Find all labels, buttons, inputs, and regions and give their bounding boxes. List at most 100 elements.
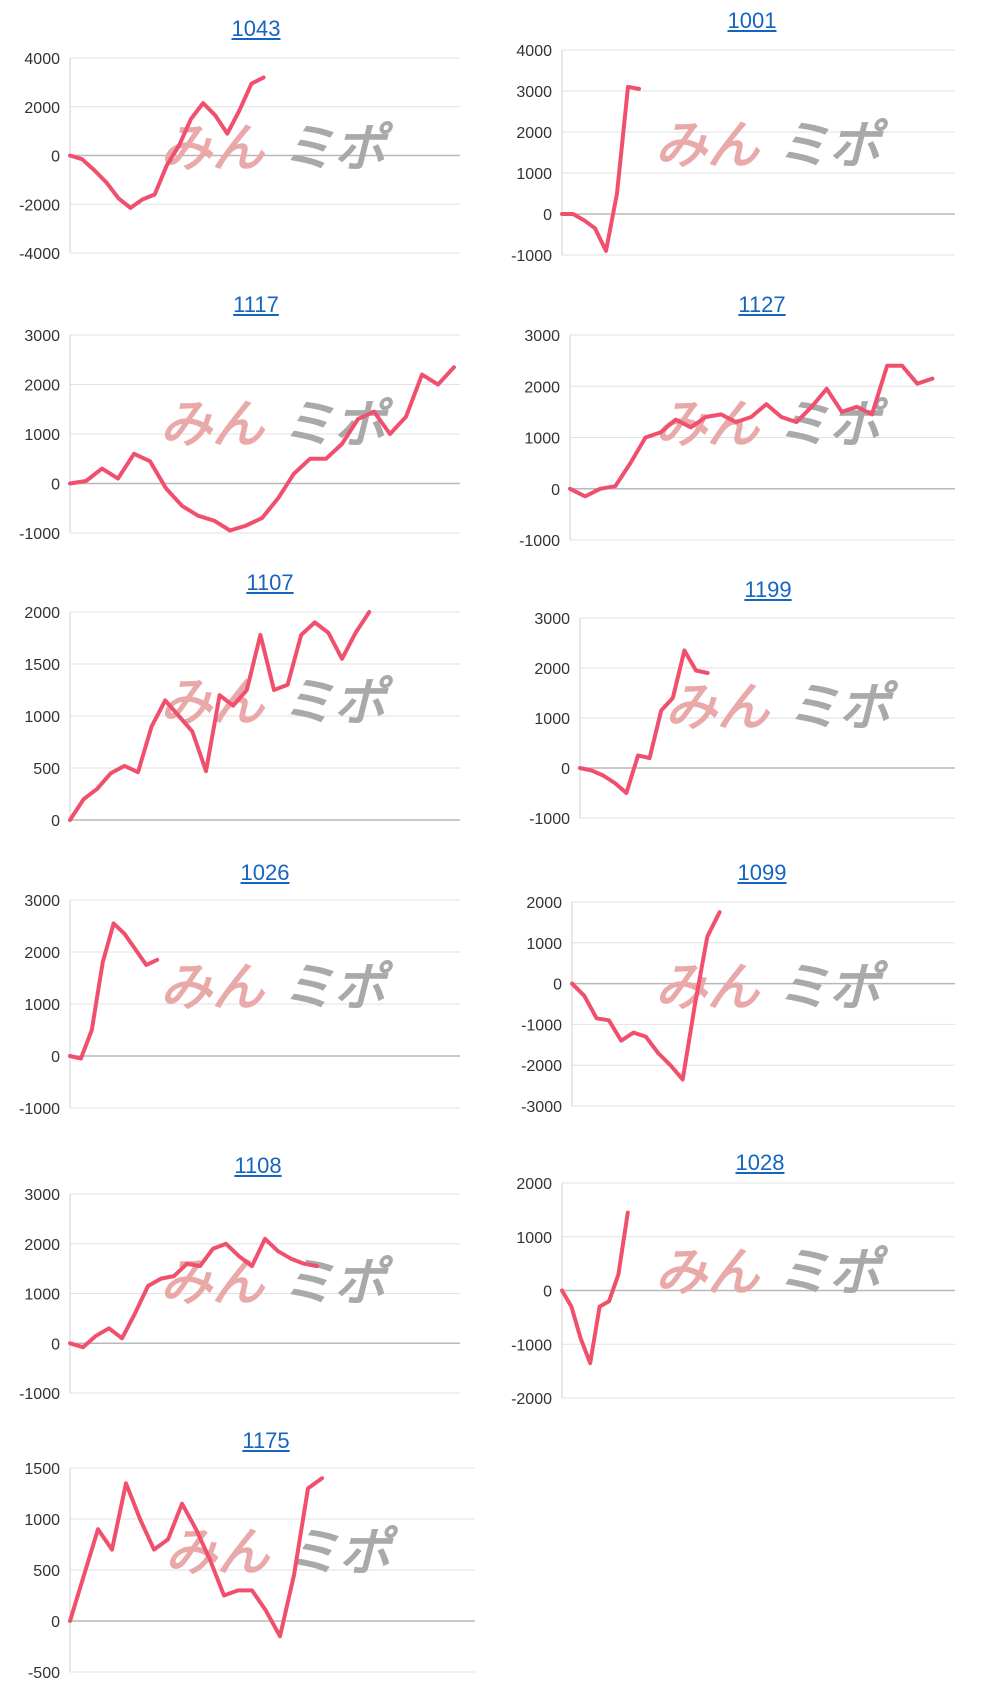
series-line [568, 363, 935, 499]
watermark-part2: ミポ [282, 673, 394, 733]
y-tick-label: 2000 [24, 378, 60, 395]
watermark-part1: みん [160, 958, 266, 1018]
y-tick-label: 0 [51, 149, 60, 166]
watermark-logo: みん ミポ [160, 673, 394, 733]
chart-1199: 3000 2000 1000 0 -1000 みん ミポ [529, 611, 955, 828]
watermark-logo: みん ミポ [655, 1243, 889, 1303]
series-line [560, 84, 641, 253]
watermark-part1: みん [665, 678, 771, 738]
y-tick-label: 1000 [524, 431, 560, 448]
y-tick-label: 1000 [24, 709, 60, 726]
y-tick-label: 3000 [534, 611, 570, 628]
watermark-part1: みん [165, 1523, 271, 1583]
y-tick-label: -1000 [19, 526, 60, 543]
watermark-part1: みん [655, 1243, 761, 1303]
y-tick-label: -1000 [529, 811, 570, 828]
series-line [68, 365, 456, 533]
watermark-part2: ミポ [282, 119, 394, 179]
y-tick-label: 0 [51, 1614, 60, 1631]
y-tick-label: 1000 [24, 1512, 60, 1529]
y-tick-label: 0 [561, 761, 570, 778]
y-tick-label: 2000 [524, 379, 560, 396]
y-tick-label: -2000 [19, 197, 60, 214]
y-tick-label: 2000 [24, 945, 60, 962]
y-tick-label: -2000 [511, 1391, 552, 1408]
y-tick-label: 500 [33, 761, 60, 778]
watermark-part1: みん [655, 116, 761, 176]
y-tick-label: 4000 [516, 43, 552, 60]
y-tick-label: 0 [51, 1336, 60, 1353]
watermark-part2: ミポ [787, 678, 899, 738]
y-tick-label: -1000 [519, 533, 560, 550]
series-line [570, 910, 722, 1082]
y-tick-label: 2000 [24, 100, 60, 117]
y-tick-label: 3000 [24, 893, 60, 910]
chart-title-link[interactable]: 1175 [242, 1428, 290, 1453]
watermark-logo: みん ミポ [160, 395, 394, 455]
series-line [68, 921, 160, 1061]
watermark-part2: ミポ [777, 395, 889, 455]
y-tick-label: -500 [28, 1665, 60, 1682]
watermark-logo: みん ミポ [160, 958, 394, 1018]
y-tick-label: 3000 [24, 328, 60, 345]
y-tick-label: 4000 [24, 51, 60, 68]
watermark-part2: ミポ [282, 958, 394, 1018]
watermark-logo: みん ミポ [665, 678, 899, 738]
y-tick-label: 500 [33, 1563, 60, 1580]
y-tick-label: 0 [51, 477, 60, 494]
watermark-part1: みん [160, 1253, 266, 1313]
watermark-part2: ミポ [777, 958, 889, 1018]
chart-title-link[interactable]: 1043 [231, 16, 281, 41]
watermark-part2: ミポ [287, 1523, 399, 1583]
y-tick-label: -1000 [19, 1101, 60, 1118]
chart-1175: 1500 1000 500 0 -500 みん ミポ [24, 1461, 475, 1682]
chart-1043: 4000 2000 0 -2000 -4000 みん ミポ [19, 51, 460, 263]
chart-title-link[interactable]: 1108 [234, 1153, 282, 1178]
y-tick-label: 2000 [534, 661, 570, 678]
series-line [578, 648, 710, 795]
chart-1001: 4000 3000 2000 1000 0 -1000 みん ミポ [511, 43, 955, 265]
series-line [68, 1476, 324, 1639]
y-tick-label: -3000 [521, 1099, 562, 1116]
chart-title-link[interactable]: 1026 [240, 860, 290, 885]
y-tick-label: 1000 [526, 936, 562, 953]
watermark-part1: みん [655, 958, 761, 1018]
y-tick-label: -4000 [19, 246, 60, 263]
y-tick-label: -1000 [19, 1386, 60, 1403]
y-tick-label: 0 [543, 207, 552, 224]
series-line [68, 610, 372, 822]
y-tick-label: 1500 [24, 1461, 60, 1478]
chart-1127: 3000 2000 1000 0 -1000 みん ミポ [519, 328, 955, 550]
y-tick-label: 2000 [526, 895, 562, 912]
chart-title-link[interactable]: 1001 [727, 8, 777, 33]
y-tick-label: 1000 [516, 166, 552, 183]
series-line [68, 75, 266, 210]
chart-title-link[interactable]: 1127 [738, 292, 786, 317]
y-tick-label: 2000 [24, 605, 60, 622]
y-tick-label: 1000 [24, 427, 60, 444]
y-tick-label: -1000 [511, 248, 552, 265]
chart-title-link[interactable]: 1199 [744, 577, 792, 602]
y-tick-label: 0 [553, 977, 562, 994]
y-tick-label: 0 [51, 813, 60, 830]
series-line [560, 1210, 630, 1366]
watermark-logo: みん ミポ [655, 395, 889, 455]
chart-1028: 2000 1000 0 -1000 -2000 みん ミポ [511, 1176, 955, 1408]
chart-1108: 3000 2000 1000 0 -1000 みん ミポ [19, 1187, 460, 1403]
chart-1026: 3000 2000 1000 0 -1000 みん ミポ [19, 893, 460, 1118]
watermark-logo: みん ミポ [655, 958, 889, 1018]
chart-title-link[interactable]: 1099 [737, 860, 787, 885]
watermark-logo: みん ミポ [165, 1523, 399, 1583]
chart-title-link[interactable]: 1107 [246, 570, 294, 595]
y-tick-label: 0 [51, 1049, 60, 1066]
watermark-part2: ミポ [777, 116, 889, 176]
watermark-part1: みん [160, 395, 266, 455]
series-line [68, 1236, 319, 1350]
y-tick-label: -1000 [511, 1337, 552, 1354]
chart-title-link[interactable]: 1028 [735, 1150, 785, 1175]
watermark-logo: みん ミポ [655, 116, 889, 176]
y-tick-label: 0 [543, 1284, 552, 1301]
y-tick-label: 2000 [516, 1176, 552, 1193]
chart-title-link[interactable]: 1117 [233, 292, 279, 317]
